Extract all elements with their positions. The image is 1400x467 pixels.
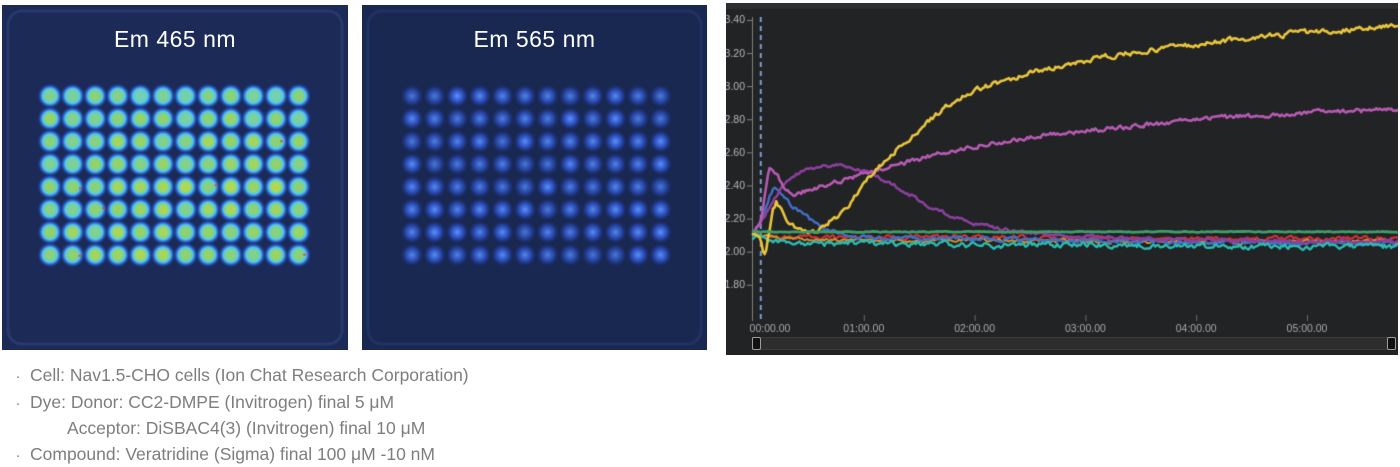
plate-image-em465: Em 465 nm xyxy=(2,5,348,350)
plate-title-em565: Em 565 nm xyxy=(473,26,596,52)
chart-scrollbar-right-handle[interactable] xyxy=(1387,337,1396,350)
note-line: · Compound: Veratridine (Sigma) final 100… xyxy=(6,442,469,467)
plate-wells-canvas-em465 xyxy=(2,5,348,350)
note-line: · Dye: Donor: CC2-DMPE (Invitrogen) final… xyxy=(6,390,469,417)
note-text: Acceptor: DiSBAC4(3) (Invitrogen) final … xyxy=(67,418,426,438)
bullet: · xyxy=(15,368,21,385)
bullet: · xyxy=(15,394,21,412)
note-line: Acceptor: DiSBAC4(3) (Invitrogen) final … xyxy=(6,416,469,442)
note-text: Dye: Donor: CC2-DMPE (Invitrogen) final … xyxy=(30,391,395,412)
note-line: · Cell: Nav1.5-CHO cells (Ion Chat Resear… xyxy=(6,363,469,390)
note-text: Cell: Nav1.5-CHO cells (Ion Chat Researc… xyxy=(30,365,469,385)
plate-title-em465: Em 465 nm xyxy=(113,26,237,52)
note-text: Compound: Veratridine (Sigma) final 100 … xyxy=(30,443,435,464)
kinetics-chart-panel xyxy=(726,3,1398,355)
kinetics-chart-canvas[interactable] xyxy=(726,3,1398,355)
plate-wells-canvas-em565 xyxy=(362,5,707,350)
bullet: · xyxy=(15,446,21,464)
chart-scrollbar-left-handle[interactable] xyxy=(752,337,761,350)
chart-scrollbar[interactable] xyxy=(752,337,1396,350)
figure-notes: · Cell: Nav1.5-CHO cells (Ion Chat Resear… xyxy=(6,363,469,467)
plate-image-em565: Em 565 nm xyxy=(362,5,707,350)
